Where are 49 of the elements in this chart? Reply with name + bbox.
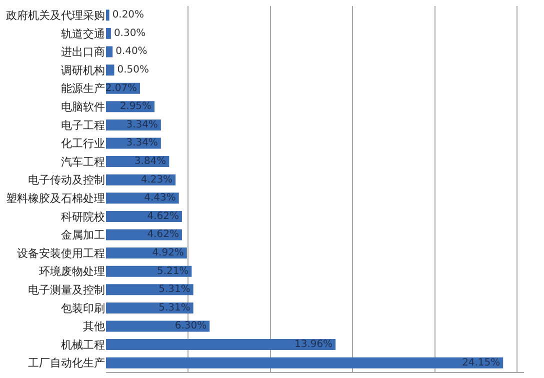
- bar: [106, 46, 113, 58]
- data-label: 0.30%: [114, 28, 146, 39]
- bar: [106, 28, 111, 39]
- data-label: 4.43%: [144, 192, 176, 204]
- y-tick-label: 包装印刷: [61, 302, 105, 315]
- bar: [106, 10, 110, 21]
- data-label: 4.92%: [152, 248, 184, 259]
- bar: [106, 284, 194, 296]
- y-tick-label: 电子工程: [61, 118, 105, 132]
- data-label: 0.20%: [112, 10, 144, 21]
- y-tick-label: 汽车工程: [61, 155, 105, 168]
- data-label: 5.21%: [156, 266, 189, 277]
- bar: [106, 339, 336, 350]
- data-label: 0.50%: [117, 64, 149, 76]
- y-tick-label: 电子测量及控制: [28, 284, 105, 296]
- y-tick-label: 金属加工: [61, 228, 105, 242]
- bar: [106, 357, 504, 368]
- y-tick-label: 能源生产: [61, 82, 105, 96]
- data-label: 24.15%: [462, 357, 500, 368]
- data-label: 13.96%: [294, 339, 333, 350]
- y-tick-label: 调研机构: [61, 64, 105, 77]
- bar: [106, 302, 194, 314]
- data-label: 4.23%: [140, 174, 173, 186]
- y-tick-label: 科研院校: [61, 210, 105, 224]
- y-tick-label: 轨道交通: [61, 27, 105, 40]
- y-tick-label: 电子传动及控制: [28, 174, 105, 187]
- bar: [106, 64, 114, 76]
- y-tick-label: 政府机关及代理采购: [6, 9, 105, 22]
- data-label: 6.30%: [174, 320, 207, 332]
- y-tick-label: 环境废物处理: [39, 265, 105, 278]
- bar: [106, 266, 192, 277]
- data-label: 4.62%: [147, 229, 179, 240]
- y-tick-label: 设备安装使用工程: [17, 246, 105, 260]
- data-label: 3.84%: [134, 156, 166, 168]
- data-label: 2.07%: [105, 82, 138, 94]
- y-tick-label: 塑料橡胶及石棉处理: [6, 192, 105, 205]
- data-label: 2.95%: [120, 101, 152, 112]
- y-tick-label: 化工行业: [61, 137, 105, 150]
- data-label: 3.34%: [126, 138, 158, 149]
- y-tick-label: 进出口商: [61, 46, 105, 59]
- data-label: 3.34%: [126, 119, 158, 130]
- data-label: 5.31%: [158, 284, 190, 296]
- data-label: 0.40%: [116, 46, 148, 58]
- y-tick-label: 工厂自动化生产: [28, 356, 105, 370]
- data-label: 5.31%: [158, 302, 190, 314]
- data-label: 4.62%: [147, 210, 179, 222]
- y-tick-label: 电脑软件: [61, 100, 105, 114]
- y-tick-label: 机械工程: [61, 338, 105, 352]
- y-tick-label: 其他: [83, 320, 105, 334]
